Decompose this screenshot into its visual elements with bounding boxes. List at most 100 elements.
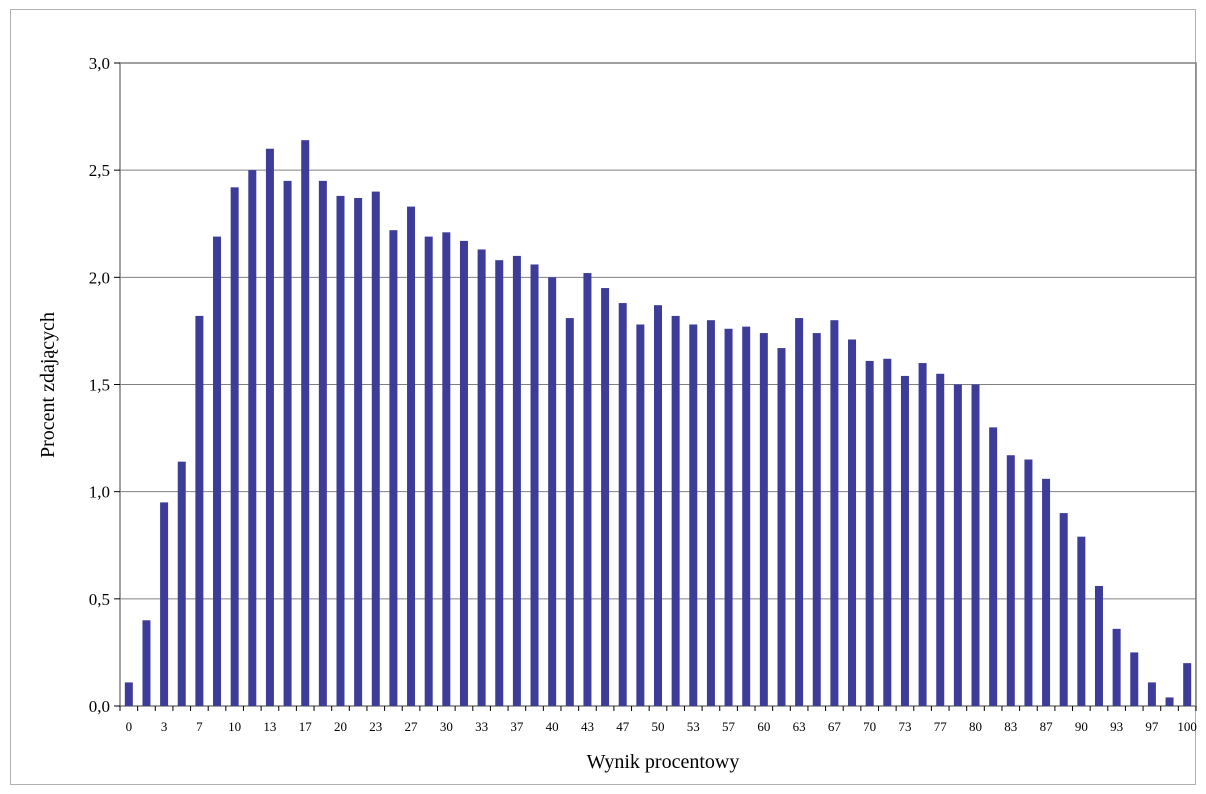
- bar: [618, 303, 627, 706]
- bar: [442, 232, 451, 706]
- y-tick-label: 1,0: [89, 483, 110, 502]
- bar: [759, 333, 768, 706]
- x-tick-label: 50: [652, 719, 665, 734]
- bar: [636, 324, 645, 706]
- y-tick-labels: 0,0 0,5 1,0 1,5 2,0 2,5 3,0: [89, 54, 120, 716]
- bar: [1059, 513, 1068, 706]
- x-tick-label: 70: [863, 719, 876, 734]
- bar: [1006, 455, 1015, 706]
- bar: [389, 230, 398, 706]
- x-tick-label: 23: [369, 719, 382, 734]
- bars-group: [124, 140, 1192, 707]
- bar: [830, 320, 839, 706]
- x-tick-label: 3: [161, 719, 168, 734]
- bar: [689, 324, 698, 706]
- x-tick-label: 97: [1145, 719, 1159, 734]
- x-tick-label: 90: [1075, 719, 1088, 734]
- x-tick-label: 10: [228, 719, 241, 734]
- x-tick-label: 60: [757, 719, 770, 734]
- bar: [1094, 585, 1103, 706]
- bar: [371, 191, 380, 707]
- x-axis-title: Wynik procentowy: [587, 751, 740, 773]
- bar: [548, 277, 557, 706]
- bar: [865, 360, 874, 706]
- bar: [318, 180, 327, 706]
- x-tick-label: 13: [263, 719, 276, 734]
- bar: [1130, 652, 1139, 706]
- y-tick-label: 2,0: [89, 268, 110, 287]
- x-tick-label: 77: [934, 719, 948, 734]
- x-tick-label: 57: [722, 719, 736, 734]
- y-tick-label: 1,5: [89, 376, 110, 395]
- x-tick-label: 93: [1110, 719, 1123, 734]
- bar: [230, 187, 239, 706]
- bar: [1024, 459, 1033, 706]
- bar: [407, 206, 416, 706]
- x-tick-label: 83: [1004, 719, 1017, 734]
- bar: [495, 260, 504, 706]
- bar: [142, 620, 151, 706]
- bar: [601, 288, 610, 706]
- bar: [124, 682, 133, 706]
- bar: [283, 180, 292, 706]
- x-tick-label: 100: [1177, 719, 1197, 734]
- bar: [795, 318, 804, 706]
- x-tick-label: 63: [793, 719, 806, 734]
- bar: [742, 326, 751, 706]
- bar: [213, 236, 222, 707]
- bar: [1112, 628, 1121, 706]
- bar: [777, 348, 786, 706]
- x-tick-label: 47: [616, 719, 630, 734]
- bar: [424, 236, 433, 707]
- bar: [477, 249, 486, 706]
- x-tick-label: 43: [581, 719, 594, 734]
- bar: [1042, 478, 1051, 706]
- bar: [160, 502, 169, 706]
- x-tick-label: 73: [898, 719, 911, 734]
- bar: [1165, 697, 1174, 706]
- y-tick-label: 3,0: [89, 54, 110, 73]
- bar: [354, 198, 363, 706]
- x-tick-label: 67: [828, 719, 842, 734]
- bar: [953, 384, 962, 706]
- bar: [971, 384, 980, 706]
- bar: [1077, 536, 1086, 706]
- bar: [565, 318, 574, 706]
- bar: [530, 264, 539, 706]
- x-tick-label: 87: [1040, 719, 1054, 734]
- bar: [195, 315, 204, 706]
- bar: [671, 315, 680, 706]
- x-tick-label: 33: [475, 719, 488, 734]
- x-tick-label: 7: [196, 719, 203, 734]
- bar: [1183, 663, 1192, 706]
- x-tick-label: 30: [440, 719, 453, 734]
- bar: [706, 320, 715, 706]
- bar: [265, 148, 274, 707]
- bar: [301, 140, 310, 706]
- x-tick-label: 53: [687, 719, 700, 734]
- y-tick-label: 0,0: [89, 697, 110, 716]
- x-tick-label: 27: [405, 719, 419, 734]
- bar: [583, 273, 592, 706]
- x-tick-labels: 0 3 7 10 13 17 20 23 27 30 33 37 40 43 47 50 53 57 60 63 67 7…: [119, 706, 1197, 734]
- y-axis-title: Procent zdających: [37, 312, 59, 458]
- x-tick-label: 17: [299, 719, 313, 734]
- bar: [336, 195, 345, 706]
- bar: [177, 461, 186, 706]
- x-tick-label: 20: [334, 719, 347, 734]
- y-tick-label: 0,5: [89, 590, 110, 609]
- x-tick-label: 40: [546, 719, 559, 734]
- bar: [883, 358, 892, 706]
- bar: [936, 373, 945, 706]
- x-tick-label: 37: [510, 719, 524, 734]
- bar: [918, 363, 927, 706]
- y-tick-label: 2,5: [89, 161, 110, 180]
- bar: [989, 427, 998, 706]
- bar: [512, 255, 521, 706]
- bar: [459, 240, 468, 706]
- bar: [900, 375, 909, 706]
- bar: [1147, 682, 1156, 706]
- bar: [848, 339, 857, 706]
- bar: [812, 333, 821, 706]
